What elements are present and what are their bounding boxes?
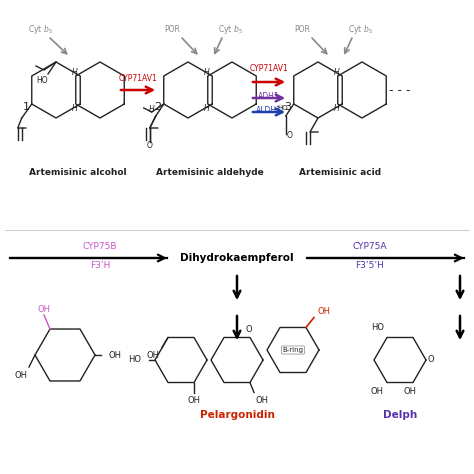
Text: HO: HO xyxy=(277,105,288,111)
Text: 1: 1 xyxy=(22,102,29,112)
Text: F3’H: F3’H xyxy=(90,262,110,271)
Text: O: O xyxy=(147,141,153,150)
Text: Cyt $b_5$: Cyt $b_5$ xyxy=(27,23,53,36)
Text: H: H xyxy=(334,67,340,76)
Text: H: H xyxy=(149,105,155,114)
Text: OH: OH xyxy=(14,371,27,380)
Text: CYP75B: CYP75B xyxy=(83,241,117,250)
Text: ADH1: ADH1 xyxy=(258,91,280,100)
Text: CYP71AV1: CYP71AV1 xyxy=(118,73,157,82)
Text: OH: OH xyxy=(256,396,269,405)
Text: CYP71AV1: CYP71AV1 xyxy=(250,64,288,73)
Text: O: O xyxy=(246,325,252,334)
Text: H: H xyxy=(204,103,210,112)
Text: HO: HO xyxy=(128,356,141,365)
Text: Artemisinic acid: Artemisinic acid xyxy=(299,168,381,177)
Text: H: H xyxy=(72,67,78,76)
Text: Pelargonidin: Pelargonidin xyxy=(200,410,274,420)
Text: 3: 3 xyxy=(284,102,292,112)
Text: H: H xyxy=(334,103,340,112)
Text: Cyt $b_5$: Cyt $b_5$ xyxy=(347,23,373,36)
Text: ALDH1: ALDH1 xyxy=(256,106,282,115)
Text: Artemisinic alcohol: Artemisinic alcohol xyxy=(29,168,127,177)
Text: Artemisinic aldehyde: Artemisinic aldehyde xyxy=(156,168,264,177)
Text: - - -: - - - xyxy=(389,83,411,97)
Text: O: O xyxy=(428,356,435,365)
Text: OH: OH xyxy=(404,388,417,396)
Text: OH: OH xyxy=(37,304,51,313)
Text: F3’5’H: F3’5’H xyxy=(356,262,384,271)
Text: OH: OH xyxy=(318,307,331,316)
Text: H: H xyxy=(72,103,78,112)
Text: HO: HO xyxy=(371,323,384,332)
Text: Dihydrokaempferol: Dihydrokaempferol xyxy=(180,253,294,263)
Text: Cyt $b_5$: Cyt $b_5$ xyxy=(218,23,243,36)
Text: H: H xyxy=(204,67,210,76)
Text: CYP75A: CYP75A xyxy=(353,241,387,250)
Text: Delph: Delph xyxy=(383,410,417,420)
Text: OH: OH xyxy=(188,396,201,405)
Text: OH: OH xyxy=(147,351,160,360)
Text: OH: OH xyxy=(371,388,384,396)
Text: 2: 2 xyxy=(155,102,162,112)
Text: B-ring: B-ring xyxy=(283,347,303,353)
Text: O: O xyxy=(287,131,292,140)
Text: POR: POR xyxy=(164,25,180,34)
Text: POR: POR xyxy=(294,25,310,34)
Text: HO: HO xyxy=(36,75,48,84)
Text: OH: OH xyxy=(109,350,122,359)
